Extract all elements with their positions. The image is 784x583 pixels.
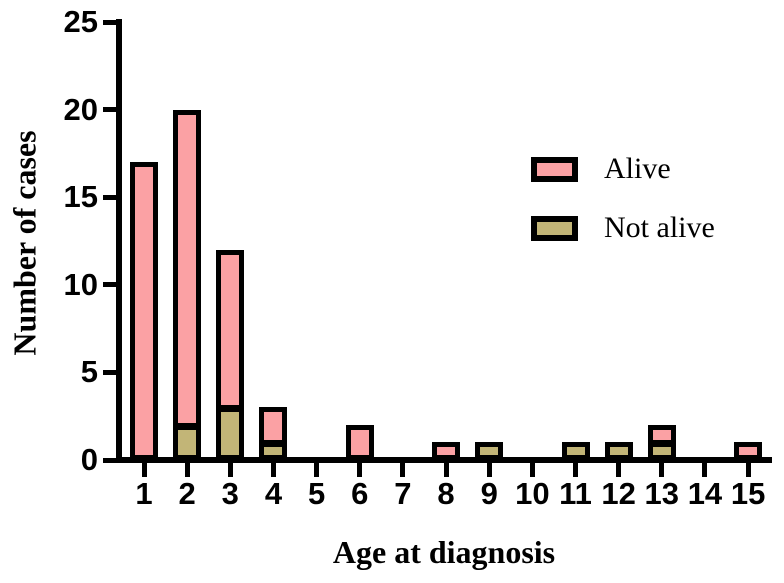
x-tick-label: 7 (394, 476, 412, 511)
x-tick (184, 463, 190, 477)
x-tick-label: 1 (135, 476, 153, 511)
x-tick-label: 15 (730, 476, 766, 511)
bar-segment-not-alive (475, 442, 504, 460)
bar-segment-not-alive (216, 407, 245, 460)
bar-segment-not-alive (604, 442, 633, 460)
bar-segment-not-alive (561, 442, 590, 460)
y-tick-label: 25 (63, 4, 98, 39)
x-tick (141, 463, 147, 477)
legend-swatch-alive (531, 156, 578, 182)
bar-segment-alive (734, 442, 763, 460)
x-tick-label: 12 (601, 476, 636, 511)
legend-row-alive: Alive (531, 152, 715, 185)
legend-swatch-not-alive (531, 215, 578, 241)
y-axis-line (116, 19, 122, 463)
x-tick-label: 8 (437, 476, 455, 511)
y-axis-title: Number of cases (6, 130, 43, 356)
bar-segment-alive (130, 162, 158, 460)
x-tick (227, 463, 233, 477)
x-axis-line (116, 457, 772, 463)
x-tick (357, 463, 363, 477)
y-tick (103, 19, 116, 25)
y-tick (103, 107, 116, 113)
bar-segment-alive (432, 442, 461, 460)
y-tick-label: 0 (80, 442, 98, 477)
bar-segment-not-alive (173, 424, 202, 460)
x-tick-label: 9 (480, 476, 498, 511)
x-tick-label: 10 (515, 476, 550, 511)
x-tick-label: 5 (307, 476, 326, 511)
x-tick (400, 463, 406, 477)
y-tick (103, 194, 116, 200)
x-tick-label: 2 (178, 476, 196, 511)
x-tick (270, 463, 276, 477)
legend-row-not-alive: Not alive (531, 211, 715, 244)
y-tick (103, 369, 116, 375)
x-tick (486, 463, 492, 477)
y-tick-label: 10 (63, 266, 98, 302)
x-tick (529, 463, 535, 477)
x-tick-label: 11 (559, 476, 592, 511)
x-tick-label: 13 (644, 476, 680, 511)
legend: Alive Not alive (531, 152, 715, 274)
bar-segment-alive (345, 424, 374, 460)
bar-segment-alive (647, 424, 676, 446)
x-tick-label: 3 (221, 476, 239, 511)
x-tick (616, 463, 622, 477)
y-tick (103, 282, 116, 288)
bar-segment-alive (259, 407, 288, 446)
x-tick (659, 463, 665, 477)
bar-segment-alive (216, 249, 245, 411)
legend-label-not-alive: Not alive (604, 211, 715, 244)
y-tick (103, 457, 116, 463)
y-tick-label: 5 (80, 354, 98, 390)
x-tick-label: 6 (351, 476, 369, 511)
x-tick (314, 463, 320, 477)
x-tick (443, 463, 449, 477)
x-axis-title: Age at diagnosis (332, 534, 556, 570)
bar-segment-alive (173, 109, 202, 428)
x-tick-label: 14 (687, 476, 723, 511)
x-tick-label: 4 (264, 476, 283, 511)
y-tick-label: 15 (63, 179, 98, 215)
x-tick (702, 463, 708, 477)
y-tick-label: 20 (63, 91, 98, 127)
x-tick (745, 463, 751, 477)
x-tick (573, 463, 578, 477)
legend-label-alive: Alive (604, 152, 671, 185)
